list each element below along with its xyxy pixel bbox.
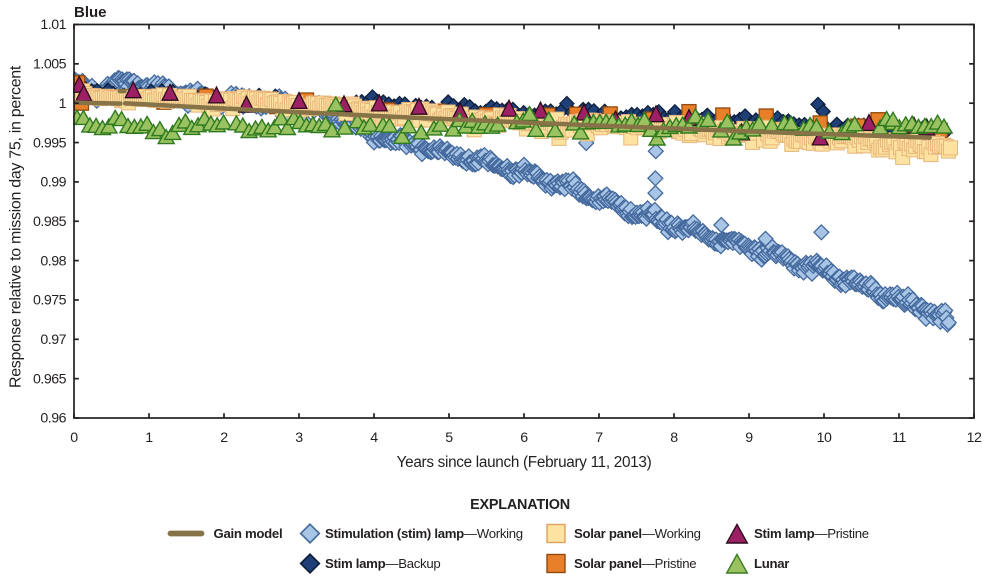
svg-text:0: 0	[70, 430, 78, 446]
svg-text:1.005: 1.005	[33, 57, 67, 73]
svg-text:0.975: 0.975	[33, 293, 67, 309]
svg-text:0.965: 0.965	[33, 371, 67, 387]
svg-text:1: 1	[145, 430, 153, 446]
svg-text:1.01: 1.01	[40, 17, 66, 33]
svg-text:Blue: Blue	[74, 4, 107, 21]
svg-text:5: 5	[445, 430, 453, 446]
svg-text:3: 3	[295, 430, 303, 446]
svg-text:10: 10	[817, 430, 832, 446]
svg-text:Response relative to mission d: Response relative to mission day 75, in …	[8, 65, 25, 388]
svg-text:0.985: 0.985	[33, 214, 67, 230]
svg-text:Years since launch (February 1: Years since launch (February 11, 2013)	[397, 454, 652, 471]
svg-text:0.99: 0.99	[40, 175, 66, 191]
svg-text:8: 8	[670, 430, 678, 446]
svg-text:1: 1	[59, 96, 67, 112]
svg-text:7: 7	[595, 430, 603, 446]
svg-text:Stimulation (stim) lamp—Workin: Stimulation (stim) lamp—Working	[325, 526, 523, 541]
svg-text:Stim lamp—Backup: Stim lamp—Backup	[325, 556, 440, 571]
svg-text:6: 6	[520, 430, 528, 446]
svg-text:Lunar: Lunar	[754, 556, 789, 571]
svg-text:Solar panel—Pristine: Solar panel—Pristine	[574, 556, 696, 571]
svg-text:11: 11	[892, 430, 906, 446]
svg-text:0.98: 0.98	[40, 253, 66, 269]
svg-text:2: 2	[220, 430, 228, 446]
svg-text:12: 12	[967, 430, 982, 446]
svg-text:4: 4	[370, 430, 378, 446]
svg-text:Gain model: Gain model	[214, 526, 283, 541]
svg-text:0.97: 0.97	[40, 332, 66, 348]
svg-text:Solar panel—Working: Solar panel—Working	[574, 526, 701, 541]
svg-text:0.995: 0.995	[33, 135, 67, 151]
svg-text:0.96: 0.96	[40, 411, 66, 427]
svg-text:Stim lamp—Pristine: Stim lamp—Pristine	[754, 526, 869, 541]
svg-text:EXPLANATION: EXPLANATION	[470, 497, 570, 513]
svg-text:9: 9	[745, 430, 753, 446]
